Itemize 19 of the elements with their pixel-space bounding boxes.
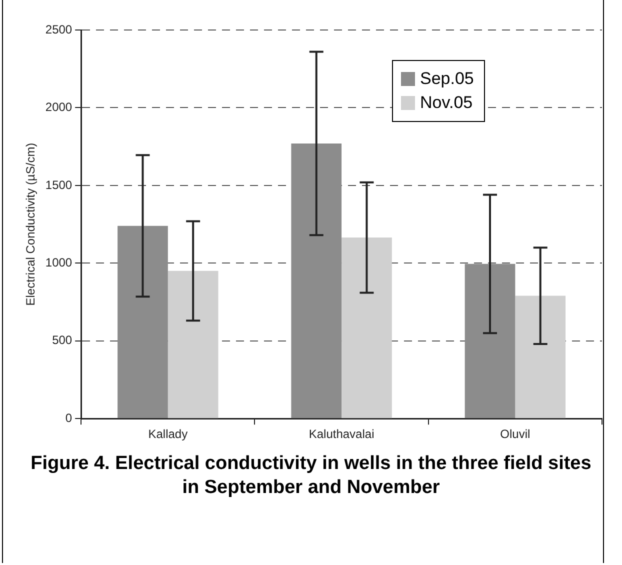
- y-tick-label: 2500: [45, 22, 72, 36]
- y-tick-label: 500: [52, 333, 72, 348]
- bar: [291, 143, 342, 418]
- y-tick-label: 1500: [45, 178, 72, 192]
- y-tick-label: 2000: [45, 100, 72, 114]
- bar: [118, 226, 168, 418]
- x-tick-label: Kallady: [148, 427, 188, 442]
- legend-label: Sep.05: [420, 69, 474, 89]
- bar: [168, 270, 218, 418]
- legend-label: Nov.05: [420, 93, 473, 113]
- y-tick-label: 0: [65, 410, 72, 425]
- y-axis-title: Electrical Conductivity (µS/cm): [24, 142, 38, 306]
- bar: [464, 264, 516, 418]
- caption: Figure 4. Electrical conductivity in wells in the three field sites in September and November: [30, 452, 592, 500]
- x-tick-label: Kaluthavalai: [308, 427, 374, 442]
- bar: [515, 296, 566, 418]
- y-tick-label: 1000: [45, 255, 72, 270]
- bar: [342, 238, 392, 418]
- x-tick-label: Oluvil: [500, 427, 530, 442]
